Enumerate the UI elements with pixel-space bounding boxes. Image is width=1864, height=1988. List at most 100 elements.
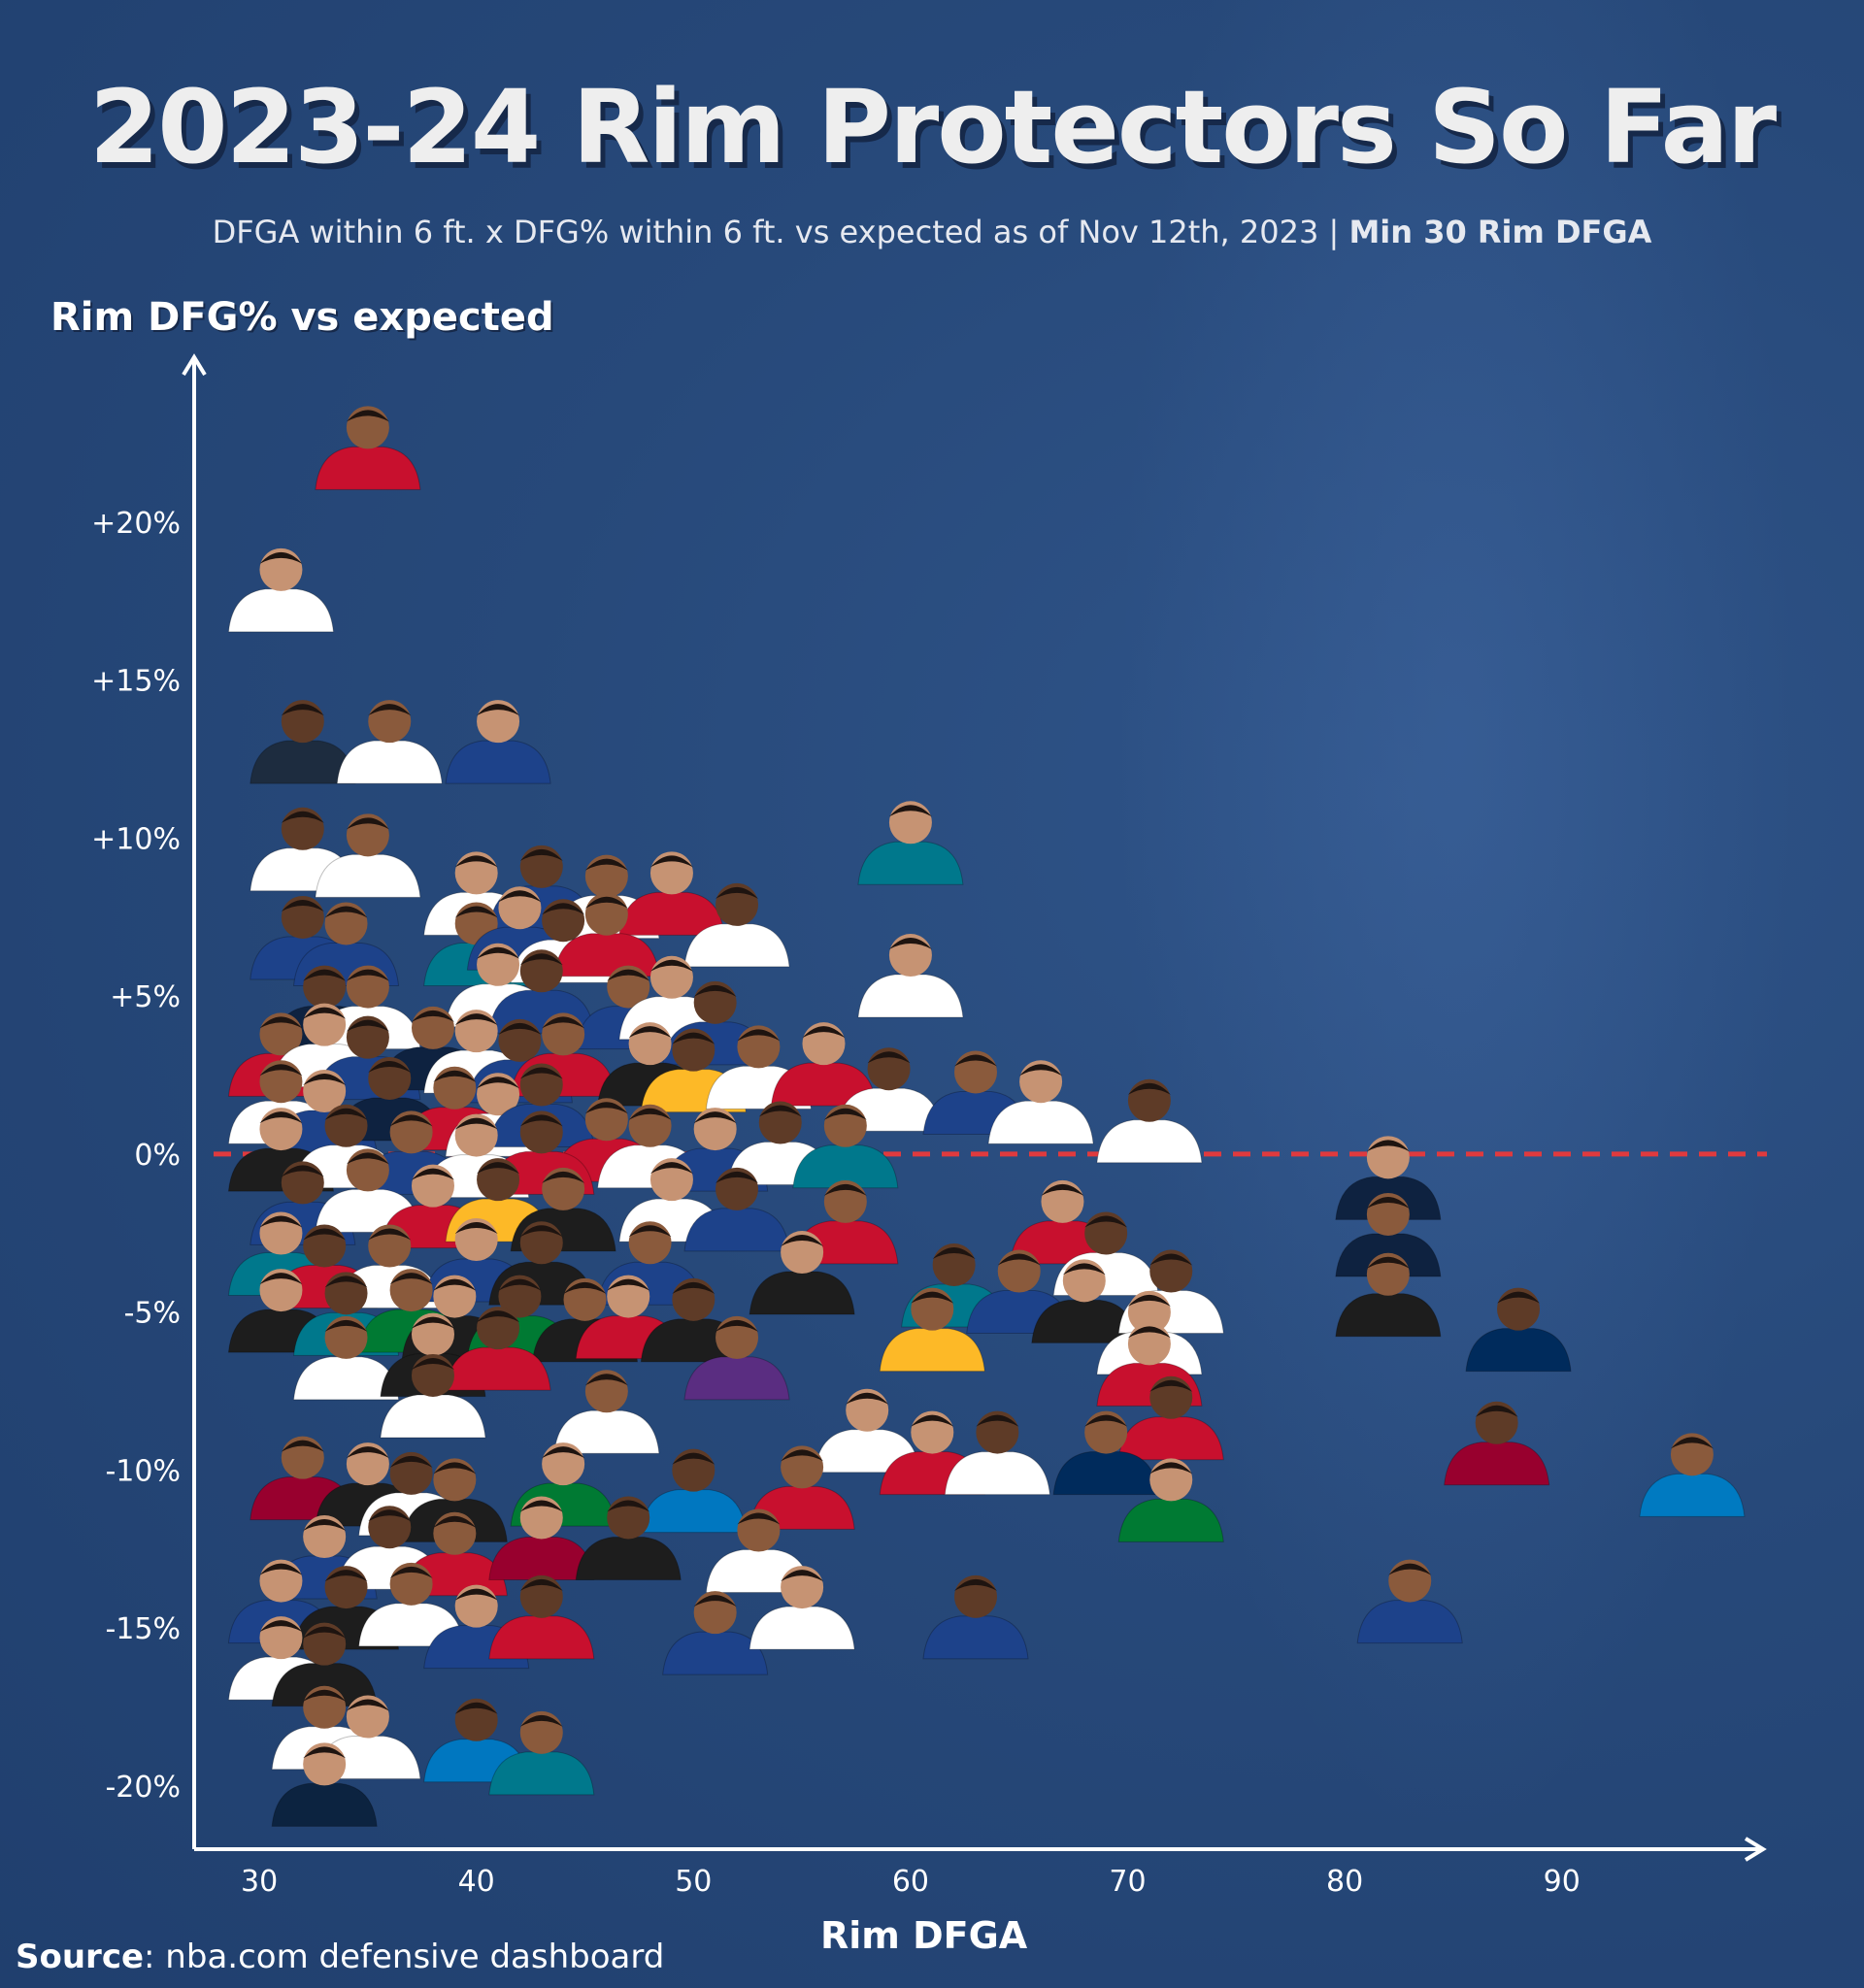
player-point [922, 1574, 1029, 1660]
player-point [1356, 1559, 1463, 1644]
player-hair [997, 1253, 1041, 1266]
source-text: : nba.com defensive dashboard [144, 1938, 665, 1976]
x-tick-label: 60 [892, 1865, 929, 1899]
player-hair [1127, 1294, 1171, 1307]
player-hair [716, 886, 759, 899]
player-point [1096, 1078, 1203, 1164]
player-point [749, 1566, 855, 1650]
player-jersey [1117, 1416, 1224, 1461]
y-tick-label: -5% [124, 1297, 181, 1331]
player-point [879, 1287, 985, 1373]
player-hair [259, 1111, 303, 1124]
player-point [683, 882, 790, 968]
player-hair [368, 1509, 412, 1522]
player-hair [454, 1588, 498, 1601]
player-hair [346, 1446, 389, 1459]
player-hair [607, 1500, 650, 1512]
player-hair [368, 1228, 412, 1241]
player-hair [259, 1064, 303, 1077]
player-hair [758, 1105, 802, 1117]
player-hair [454, 855, 498, 868]
player-hair [716, 1319, 759, 1332]
player-hair [1149, 1379, 1193, 1392]
player-jersey [271, 1663, 378, 1707]
player-point [227, 547, 334, 633]
player-point [488, 1496, 595, 1580]
player-hair [477, 704, 520, 716]
player-hair [411, 1010, 454, 1022]
player-hair [1127, 1326, 1171, 1339]
player-hair [649, 1162, 693, 1175]
x-tick-label: 30 [241, 1865, 278, 1899]
player-hair [781, 1570, 824, 1582]
player-hair [628, 1225, 672, 1238]
player-hair [628, 1026, 672, 1039]
player-hair [911, 1414, 954, 1427]
player-hair [932, 1247, 976, 1260]
player-hair [477, 946, 520, 959]
player-jersey [640, 1489, 747, 1534]
player-jersey [792, 1144, 899, 1189]
player-point [944, 1410, 1050, 1496]
player-jersey [336, 740, 443, 784]
player-hair [303, 1228, 347, 1241]
player-hair [542, 1016, 585, 1029]
player-hair [433, 1278, 477, 1291]
player-hair [1084, 1414, 1128, 1427]
player-hair [324, 906, 368, 918]
player-hair [259, 1215, 303, 1228]
player-jersey [749, 1606, 855, 1650]
player-hair [628, 1108, 672, 1120]
player-hair [303, 1689, 347, 1702]
player-point [315, 813, 421, 898]
player-jersey [1096, 1119, 1203, 1164]
x-axis-arrow [1744, 1837, 1767, 1862]
player-hair [454, 1117, 498, 1130]
player-jersey [1335, 1293, 1442, 1338]
player-hair [281, 1165, 324, 1177]
player-point [640, 1448, 747, 1534]
player-hair [324, 1108, 368, 1120]
y-axis-label: Rim DFG% vs expected [50, 295, 554, 340]
player-point [1444, 1401, 1550, 1486]
player-hair [649, 959, 693, 972]
player-jersey [575, 1536, 682, 1580]
player-point [445, 1307, 551, 1391]
player-hair [1149, 1253, 1193, 1266]
y-tick-label: +15% [91, 665, 181, 699]
player-hair [389, 1114, 433, 1127]
subtitle-bold: Min 30 Rim DFGA [1348, 214, 1652, 250]
player-hair [1084, 1215, 1128, 1228]
player-jersey [683, 1208, 790, 1252]
player-point [488, 1710, 595, 1796]
player-point [250, 700, 356, 784]
player-hair [672, 1281, 716, 1294]
player-hair [477, 1162, 520, 1175]
player-point [575, 1496, 682, 1580]
player-jersey [662, 1631, 769, 1675]
player-hair [823, 1183, 867, 1196]
player-hair [672, 1032, 716, 1044]
player-hair [1497, 1291, 1541, 1304]
player-hair [911, 1291, 954, 1304]
player-jersey [857, 974, 964, 1018]
player-hair [542, 1171, 585, 1183]
player-hair [411, 1357, 454, 1370]
player-hair [954, 1578, 997, 1591]
background-photo [1116, 0, 1796, 1844]
source-label: Source [16, 1938, 145, 1976]
player-hair [346, 1152, 389, 1165]
player-point [292, 1315, 400, 1401]
player-hair [389, 1273, 433, 1285]
player-point [553, 892, 660, 977]
player-hair [1041, 1183, 1084, 1196]
player-hair [1019, 1064, 1063, 1077]
player-hair [693, 1111, 737, 1124]
player-hair [411, 1168, 454, 1180]
player-hair [649, 855, 693, 868]
player-hair [346, 969, 389, 981]
player-jersey [683, 1356, 790, 1401]
player-hair [1149, 1462, 1193, 1474]
player-point [488, 1574, 595, 1660]
player-point [1335, 1252, 1442, 1338]
